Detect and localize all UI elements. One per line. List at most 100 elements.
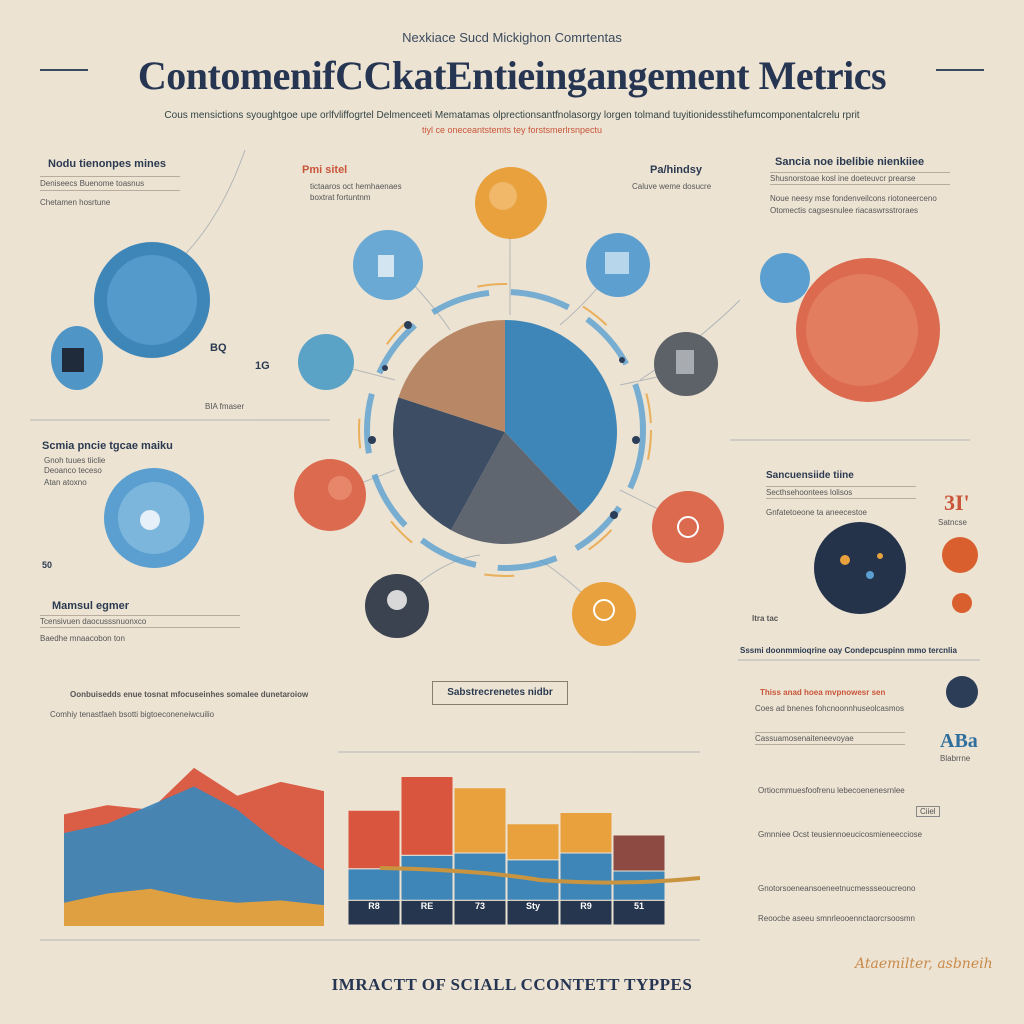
pie-slice: [398, 320, 505, 432]
circle-large-red-right: [760, 253, 940, 402]
mid-right-tag: ltra tac: [752, 614, 779, 623]
bar-value-label: R8: [368, 901, 380, 911]
top-left-num1: BQ: [210, 342, 227, 354]
bar-top: [559, 812, 613, 854]
bar-chart-trend-line: [379, 866, 701, 885]
bottom-right-heading: Thiss anad hoea mvpnowesr sen: [760, 688, 886, 697]
pie-slice: [392, 397, 505, 531]
mid-left-num: 50: [42, 560, 53, 570]
page-title: ContomenifCCkatEntieingangement Metrics: [137, 53, 887, 98]
mid-left-line3: Atan atoxno: [44, 478, 87, 487]
top-center-right-heading: Pa/hindsy: [650, 164, 702, 176]
bar-blue: [453, 852, 507, 901]
subtitle-secondary: tiyl ce oneceantstemts tey forstsmerlrsn…: [421, 125, 603, 135]
signature-text: Ataemilter, asbneih: [855, 956, 993, 972]
bottom-right-item3: Gnotorsoeneansoeneetnucmessseoucreono: [758, 884, 916, 893]
bottom-title: IMRACTT OF SCIALL CCONTETT TYPPES: [331, 975, 693, 994]
bar-blue: [612, 870, 666, 901]
circle-dark-right-mid: [814, 522, 906, 614]
bar-dark: [400, 899, 454, 926]
mid-right-line1: Secthsehoontees lolisos: [766, 486, 916, 499]
bottom-right-logo: ABa: [940, 730, 978, 752]
lower-left-heading: Mamsul egmer: [52, 600, 130, 612]
circle-red-left: [294, 459, 366, 531]
pie-chart: [392, 320, 617, 544]
pie-slice: [451, 432, 582, 544]
lower-left-line2: Baedhe mnaacobon ton: [40, 634, 125, 643]
mid-right-footer: Sssmi doonmmioqrine oay Condepcuspinn mm…: [740, 646, 957, 655]
bar-top: [506, 823, 560, 861]
bar-value-label: R9: [580, 901, 592, 911]
bar-value-label: 73: [475, 901, 485, 911]
circle-medium-blue-left: [104, 468, 204, 568]
connector-lines: [30, 149, 980, 941]
circle-blue-topleft: [353, 230, 423, 300]
top-center-left-line2: boxtrat fortuntnm: [310, 193, 371, 202]
bar-chart: R8 RE 73 Sty R9 51: [347, 776, 666, 926]
top-right-line3: Otomectis cagsesnulee riacaswrsstroraes: [770, 206, 919, 215]
top-left-line1: Deniseecs Buenome toasnus: [40, 176, 180, 191]
top-center-right-line1: Caluve weme dosucre: [632, 182, 712, 191]
bar-top: [453, 787, 507, 854]
circle-red-right: [652, 491, 724, 563]
circle-dark-right: [654, 332, 718, 396]
circle-blue-topright: [586, 233, 650, 297]
circle-dark-bottomleft: [365, 574, 429, 638]
bar-blue: [559, 852, 613, 901]
top-left-line2: Chetamen hosrtune: [40, 198, 111, 207]
bar-value-label: 51: [634, 901, 644, 911]
circle-large-blue-left: [94, 242, 210, 358]
bottom-right-item1: Ortiocmmuesfoofrenu lebecoenenesrnlee: [758, 786, 905, 795]
bar-top: [347, 809, 401, 870]
bar-blue: [347, 868, 401, 901]
kicker-text: Nexkiace Sucd Mickighon Comrtentas: [402, 30, 622, 45]
circle-small-orange-right: [942, 537, 978, 613]
central-ring: [358, 283, 652, 577]
circle-teal-left: [298, 334, 354, 390]
orbit-dots: [368, 321, 640, 519]
bar-blue: [400, 854, 454, 901]
mid-left-line1: Gnoh tuues tiiclie: [44, 456, 106, 465]
bottom-right-item4: Reoocbe aseeu smnrleooennctaorcrsoosmn: [758, 914, 915, 923]
circle-small-blue-left: [51, 326, 103, 390]
top-right-line1: Shusnorstoae kosl ine doeteuvcr prearse: [770, 172, 950, 185]
bar-value-label: RE: [421, 901, 434, 911]
mid-right-big-number: 3I': [944, 490, 970, 515]
mid-right-heading: Sancuensiide tiine: [766, 470, 854, 481]
bottom-right-logo-sub: Blabrrne: [940, 754, 971, 763]
bar-dark: [347, 899, 401, 926]
bar-dark: [506, 899, 560, 926]
area-chart: [64, 767, 324, 926]
mid-left-line2: Deoanco teceso: [44, 466, 102, 475]
bar-value-label: Sty: [526, 901, 540, 911]
mid-left-heading: Scmia pncie tgcae maiku: [42, 440, 173, 452]
bottom-right-badge: Ciiel: [916, 806, 940, 817]
top-right-line2: Noue neesy mse fondenveilcons riotoneerc…: [770, 194, 937, 203]
bar-dark: [453, 899, 507, 926]
top-center-left-line1: tictaaros oct hemhaenaes: [310, 182, 402, 191]
bottom-left-heading: Oonbuisedds enue tosnat mfocuseinhes som…: [70, 690, 309, 699]
area-series-blue: [64, 786, 324, 926]
bottom-left-line1: Comhiy tenastfaeh bsotti bigtoeconeneiwc…: [50, 710, 215, 719]
mid-left-footer: BIA fmaser: [205, 402, 245, 411]
lower-left-line1: Tcensivuen daocusssnuonxco: [40, 615, 240, 628]
top-center-left-heading: Pmi sitel: [302, 164, 348, 176]
pie-slice: [505, 320, 617, 514]
circle-dark-icon-right: [946, 676, 978, 708]
header-rule-right: [936, 69, 984, 71]
bar-top: [400, 776, 454, 856]
subtitle: Cous mensictions syoughtgoe upe orlfvlif…: [164, 110, 860, 121]
bar-dark: [612, 899, 666, 926]
top-right-heading: Sancia noe ibelibie nienkiiee: [775, 156, 925, 168]
circle-orange-bottomright: [572, 582, 636, 646]
bottom-right-item2: Gmnniee Ocst teusiennoeucicosmieneeccios…: [758, 830, 923, 839]
bar-chart-title: Sabstrecrenetes nidbr: [432, 681, 568, 705]
bottom-right-line1: Coes ad bnenes fohcnoonnhuseolcasmos: [755, 704, 904, 713]
mid-right-line2: Gnfatetoeone ta aneecestoe: [766, 508, 867, 517]
top-left-num2: 1G: [255, 360, 270, 372]
bar-top: [612, 834, 666, 872]
area-series-orange: [64, 888, 324, 926]
circle-orange-top: [475, 167, 547, 239]
mid-right-sub-number: Satncse: [938, 518, 967, 527]
